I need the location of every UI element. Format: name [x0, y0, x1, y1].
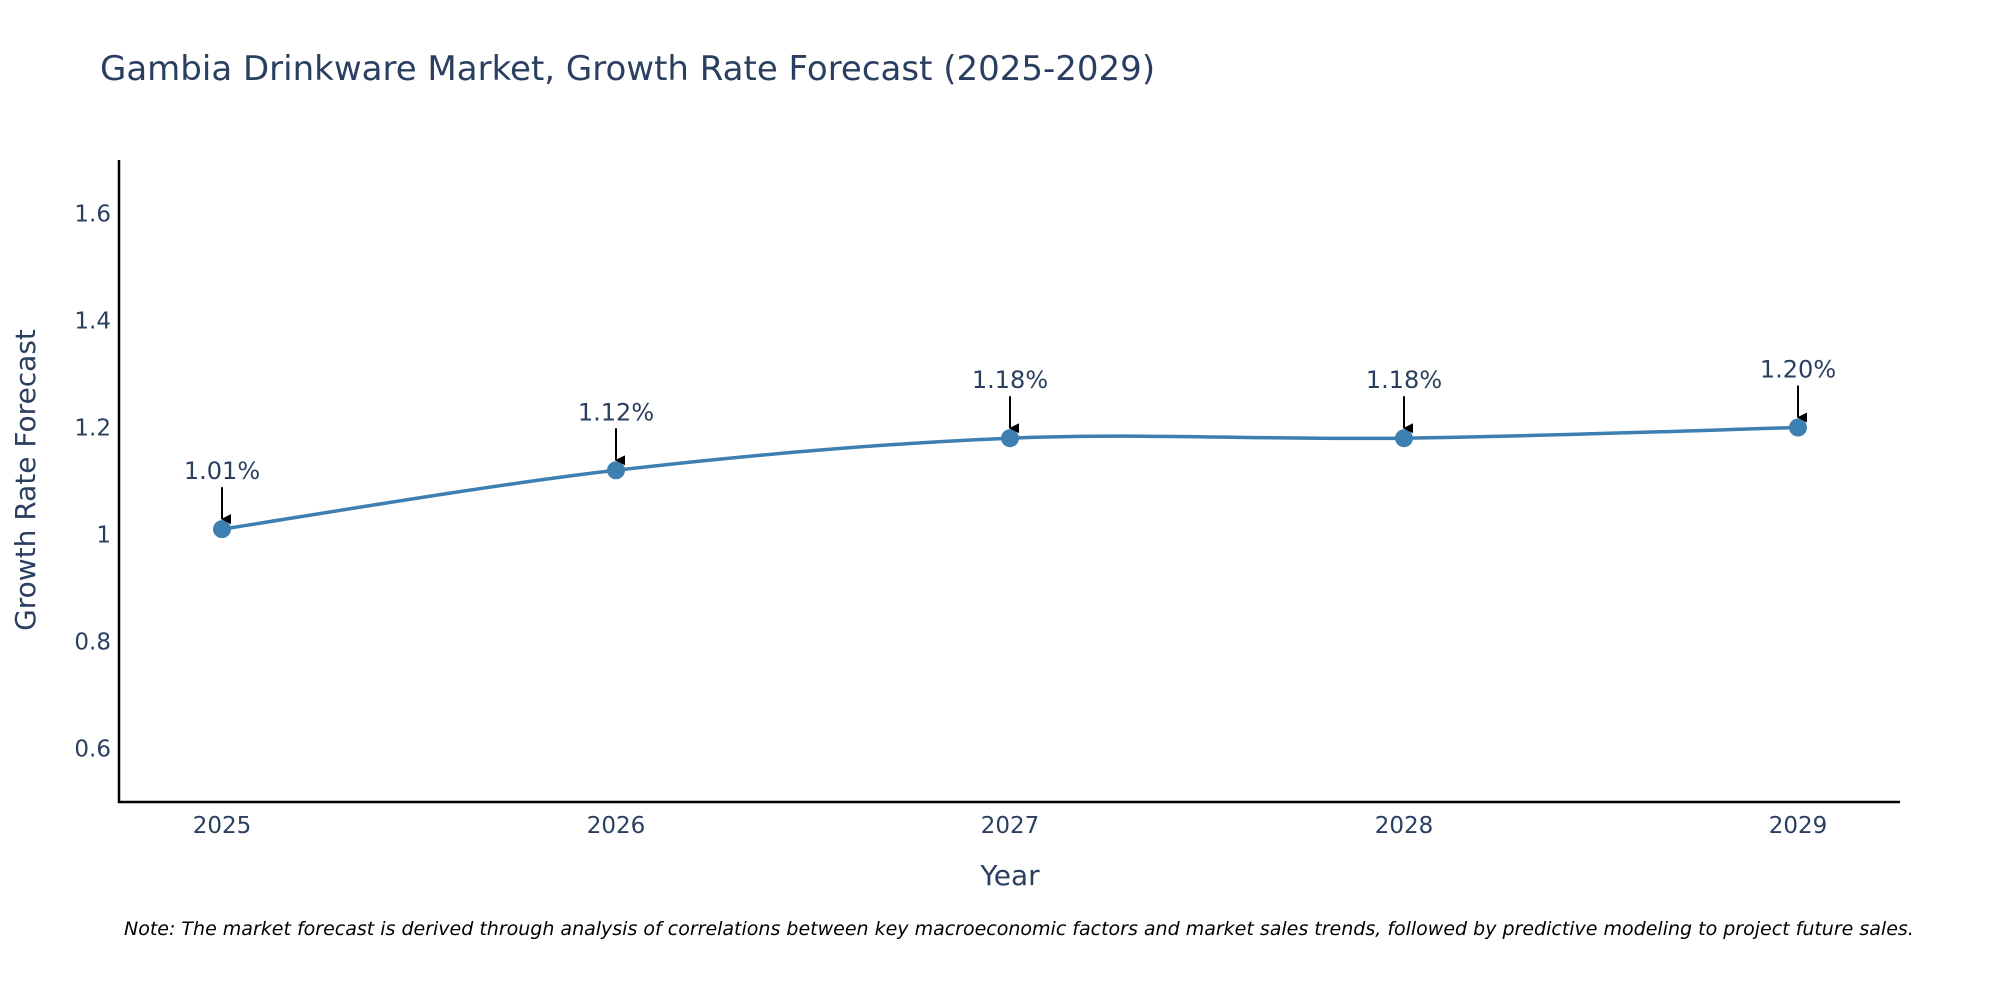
- y-tick-label: 1: [96, 523, 111, 549]
- data-label: 1.01%: [184, 457, 260, 485]
- data-label: 1.18%: [972, 366, 1048, 394]
- axes: 0.6 0.8 1 1.2 1.4 1.6 2025 2026 2027 2028 2029: [74, 160, 1900, 839]
- footnote: Note: The market forecast is derived thr…: [124, 918, 1914, 940]
- y-axis-title: Growth Rate Forecast: [9, 329, 42, 631]
- x-tick-label: 2027: [981, 813, 1040, 839]
- data-labels: 1.01% 1.12% 1.18% 1.18% 1.20%: [184, 356, 1836, 525]
- x-tick-label: 2029: [1769, 813, 1828, 839]
- data-label: 1.12%: [578, 398, 654, 426]
- x-tick-label: 2025: [193, 813, 252, 839]
- x-axis-title: Year: [979, 859, 1040, 892]
- series-layer: [213, 418, 1807, 539]
- data-label: 1.20%: [1760, 356, 1836, 384]
- y-tick-label: 0.6: [74, 737, 111, 763]
- y-tick-label: 1.4: [74, 309, 111, 335]
- chart-title: Gambia Drinkware Market, Growth Rate For…: [100, 49, 1155, 89]
- data-point: [213, 520, 231, 539]
- data-point: [1001, 429, 1019, 448]
- data-label: 1.18%: [1366, 366, 1442, 394]
- data-point: [1395, 429, 1413, 448]
- y-tick-label: 1.6: [74, 202, 111, 228]
- data-point: [1789, 418, 1807, 437]
- data-point: [607, 461, 625, 480]
- y-tick-label: 0.8: [74, 630, 111, 656]
- x-tick-label: 2026: [587, 813, 646, 839]
- y-tick-label: 1.2: [74, 416, 111, 442]
- x-tick-label: 2028: [1375, 813, 1434, 839]
